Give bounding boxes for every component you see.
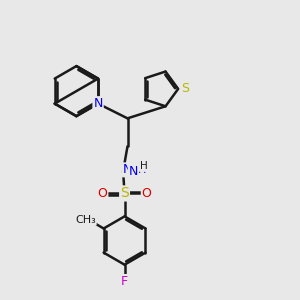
Text: S: S (120, 186, 129, 200)
Text: H: H (138, 165, 146, 175)
Text: F: F (121, 275, 128, 288)
Text: S: S (181, 82, 189, 95)
Text: CH₃: CH₃ (75, 214, 96, 225)
Text: H: H (140, 161, 148, 171)
Text: N: N (93, 97, 103, 110)
Text: O: O (142, 187, 152, 200)
Text: NH: NH (122, 164, 141, 176)
Text: O: O (98, 187, 107, 200)
Text: N: N (129, 165, 138, 178)
